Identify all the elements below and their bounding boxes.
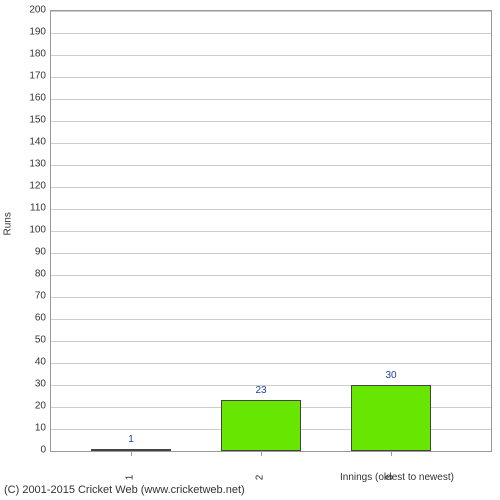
x-tick	[391, 451, 392, 456]
grid-line	[51, 99, 491, 100]
y-tick-label: 120	[29, 181, 46, 192]
grid-line	[51, 33, 491, 34]
grid-line	[51, 231, 491, 232]
grid-line	[51, 55, 491, 56]
grid-line	[51, 121, 491, 122]
bar-value-label: 30	[385, 370, 396, 381]
y-tick-label: 190	[29, 27, 46, 38]
y-tick-label: 100	[29, 225, 46, 236]
x-tick-label: 2	[254, 475, 265, 481]
grid-line	[51, 187, 491, 188]
grid-line	[51, 143, 491, 144]
bar	[351, 385, 431, 451]
y-tick-label: 110	[30, 203, 46, 214]
y-tick-label: 160	[29, 93, 46, 104]
y-tick-label: 70	[35, 291, 46, 302]
x-axis-label: Innings (oldest to newest)	[340, 472, 454, 483]
grid-line	[51, 253, 491, 254]
y-tick-label: 80	[35, 269, 46, 280]
plot-area: 1 23 30	[50, 10, 492, 452]
chart-container: 12330 Runs Innings (oldest to newest) 01…	[0, 0, 500, 500]
y-tick-label: 150	[29, 115, 46, 126]
grid-line	[51, 77, 491, 78]
bar-value-label: 1	[128, 434, 134, 445]
y-axis-label: Runs	[3, 212, 14, 235]
y-tick-label: 60	[35, 313, 46, 324]
grid-line	[51, 319, 491, 320]
y-tick-label: 180	[29, 49, 46, 60]
y-tick-label: 130	[29, 159, 46, 170]
grid-line	[51, 341, 491, 342]
y-tick-label: 30	[35, 379, 46, 390]
y-tick-label: 90	[35, 247, 46, 258]
bar	[221, 400, 301, 451]
y-tick-label: 50	[35, 335, 46, 346]
y-tick-label: 40	[35, 357, 46, 368]
x-tick-label: 3	[384, 475, 395, 481]
y-tick-label: 20	[35, 401, 46, 412]
grid-line	[51, 297, 491, 298]
grid-line	[51, 165, 491, 166]
bar-value-label: 23	[255, 385, 266, 396]
x-tick	[131, 451, 132, 456]
grid-line	[51, 275, 491, 276]
x-tick	[261, 451, 262, 456]
grid-line	[51, 11, 491, 12]
y-tick-label: 200	[29, 5, 46, 16]
y-tick-label: 0	[40, 445, 46, 456]
copyright-text: (C) 2001-2015 Cricket Web (www.cricketwe…	[4, 484, 245, 496]
grid-line	[51, 209, 491, 210]
x-tick-label: 1	[124, 475, 135, 481]
y-tick-label: 10	[35, 423, 46, 434]
y-tick-label: 170	[29, 71, 46, 82]
y-tick-label: 140	[29, 137, 46, 148]
grid-line	[51, 363, 491, 364]
